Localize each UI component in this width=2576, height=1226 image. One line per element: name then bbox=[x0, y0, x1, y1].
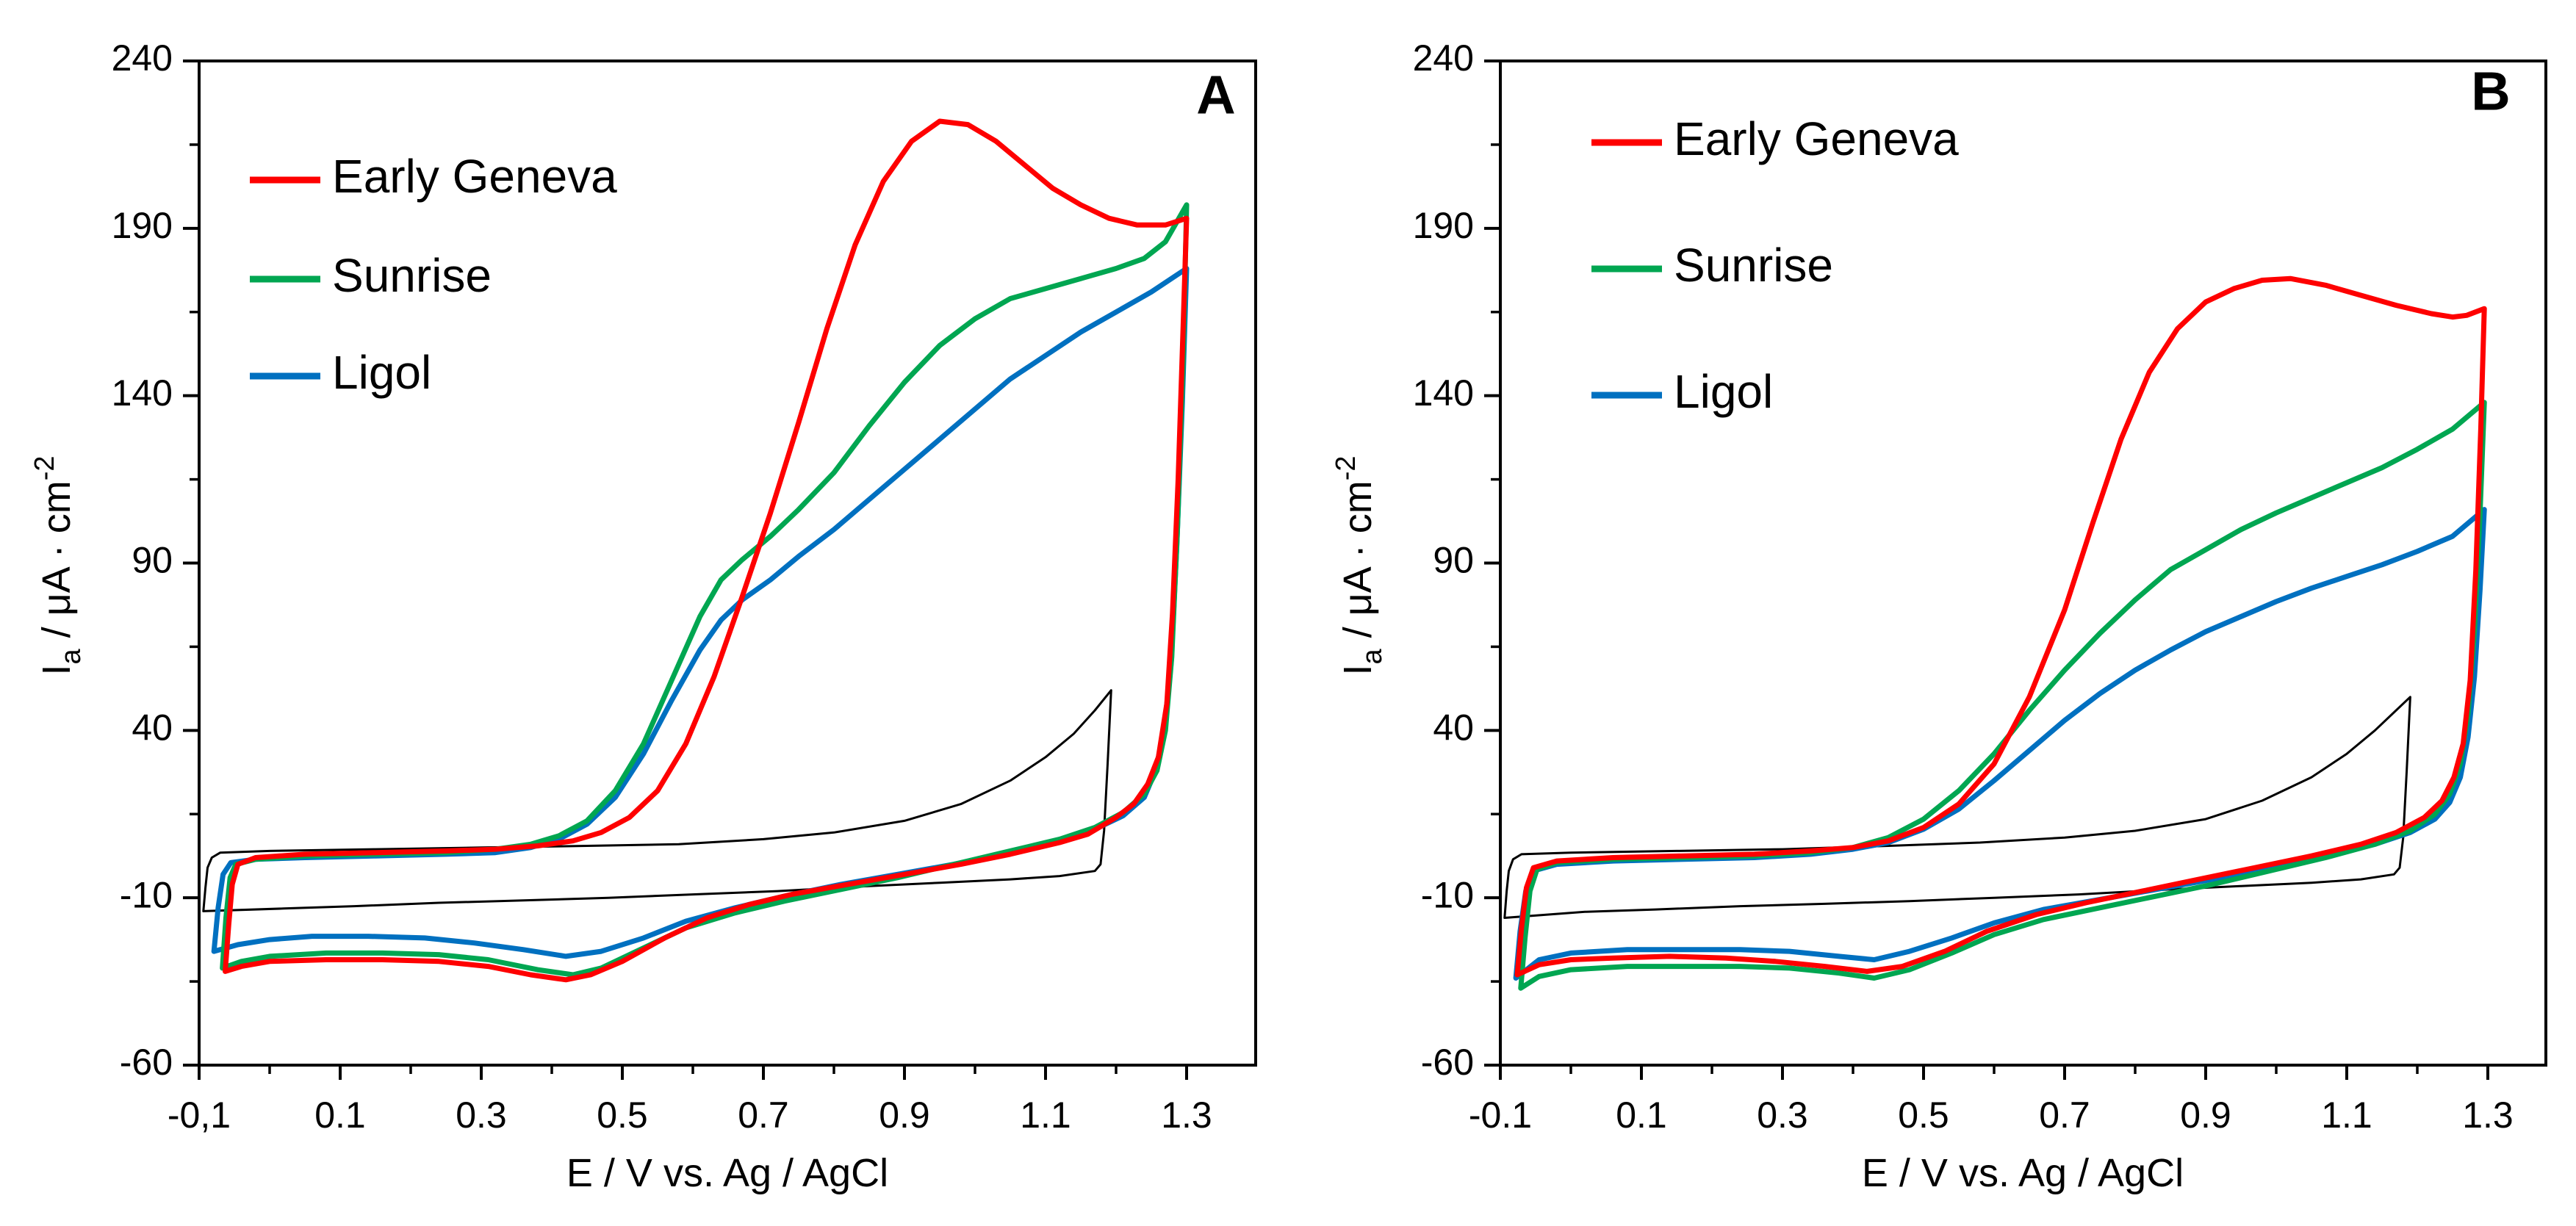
y-tick-label: 90 bbox=[1433, 540, 1474, 581]
y-tick-label: 240 bbox=[112, 37, 173, 79]
x-tick-label: 0.3 bbox=[456, 1095, 507, 1136]
panel-b-chart: -0.1 0.1 0.3 0.5 0.7 0.9 1.1 1.3 240 190 140 90 40 -1… bbox=[1331, 37, 2547, 1195]
panel-letter: B bbox=[2471, 61, 2510, 122]
x-tick-label: 0.7 bbox=[2039, 1095, 2090, 1136]
early-geneva-curve bbox=[223, 118, 1190, 983]
x-tick-label: 0.9 bbox=[879, 1095, 930, 1136]
y-tick-label: 140 bbox=[1413, 372, 1474, 414]
y-axis-title: Ia​ / μA · cm-2 bbox=[1331, 455, 1388, 675]
y-tick-label: 40 bbox=[132, 707, 173, 749]
x-tick-label: 0.1 bbox=[1616, 1095, 1667, 1136]
x-tick-label: -0.1 bbox=[1469, 1095, 1532, 1136]
x-tick-label: 1.1 bbox=[2321, 1095, 2372, 1136]
x-tick-label: -0,1 bbox=[168, 1095, 231, 1136]
y-tick-label: 240 bbox=[1413, 37, 1474, 79]
legend-label: Early Geneva bbox=[332, 150, 617, 203]
x-axis-title: E / V vs. Ag / AgCl bbox=[1862, 1151, 2184, 1195]
x-tick-label: 0.9 bbox=[2180, 1095, 2231, 1136]
y-tick-label: 140 bbox=[112, 372, 173, 414]
blank-curve bbox=[1503, 696, 2411, 919]
y-axis-title: Ia​ / μA · cm-2 bbox=[29, 455, 87, 675]
x-axis-title: E / V vs. Ag / AgCl bbox=[566, 1151, 888, 1195]
panel-a: -0,1 0.1 0.3 0.5 0.7 0.9 1.1 1.3 240 190 140 90 40 -1… bbox=[29, 37, 1257, 1195]
sunrise-curve bbox=[220, 202, 1190, 978]
legend-label: Ligol bbox=[1674, 365, 1773, 418]
legend-label: Ligol bbox=[332, 346, 431, 399]
y-tick-label: 190 bbox=[112, 205, 173, 246]
panel-letter: A bbox=[1196, 65, 1235, 126]
x-tick-label: 1.3 bbox=[2462, 1095, 2514, 1136]
x-tick-label: 0.1 bbox=[314, 1095, 366, 1136]
x-tick-label: 1.1 bbox=[1020, 1095, 1071, 1136]
legend-label: Early Geneva bbox=[1674, 112, 1959, 165]
x-tick-label: 0.3 bbox=[1757, 1095, 1808, 1136]
y-tick-label: -10 bbox=[120, 874, 173, 915]
y-tick-label: 40 bbox=[1433, 707, 1474, 749]
y-tick-label: 190 bbox=[1413, 205, 1474, 246]
y-tick-label: -60 bbox=[120, 1042, 173, 1083]
y-tick-label: -60 bbox=[1421, 1042, 1474, 1083]
x-tick-label: 0.7 bbox=[738, 1095, 789, 1136]
early-geneva-curve bbox=[1514, 275, 2487, 978]
x-tick-label: 1.3 bbox=[1161, 1095, 1212, 1136]
panel-a-chart: -0,1 0.1 0.3 0.5 0.7 0.9 1.1 1.3 240 190 140 90 40 -1… bbox=[29, 37, 1257, 1195]
blank-curve bbox=[202, 689, 1112, 912]
x-tick-label: 0.5 bbox=[597, 1095, 648, 1136]
x-tick-label: 0.5 bbox=[1898, 1095, 1949, 1136]
legend-label: Sunrise bbox=[1674, 239, 1833, 292]
y-tick-label: 90 bbox=[132, 540, 173, 581]
legend-label: Sunrise bbox=[332, 249, 492, 302]
panel-b: -0.1 0.1 0.3 0.5 0.7 0.9 1.1 1.3 240 190 140 90 40 -1… bbox=[1288, 0, 2576, 1226]
sunrise-curve bbox=[1518, 400, 2487, 991]
y-tick-label: -10 bbox=[1421, 874, 1474, 915]
